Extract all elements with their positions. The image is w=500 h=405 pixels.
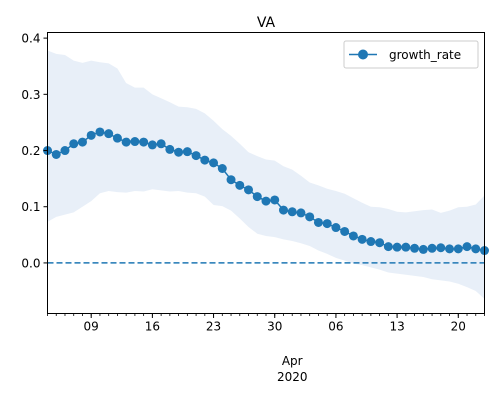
data-point-2020-04-16 (418, 244, 428, 254)
data-point-2020-04-17 (427, 243, 437, 253)
data-point-2020-03-18 (165, 144, 175, 154)
confidence-band (47, 50, 485, 299)
data-point-2020-04-09 (357, 234, 367, 244)
data-point-2020-04-04 (313, 217, 323, 227)
data-point-2020-03-05 (51, 149, 61, 159)
data-point-2020-03-08 (77, 137, 87, 147)
data-point-2020-04-15 (410, 243, 420, 253)
data-point-2020-03-22 (200, 155, 210, 165)
data-point-2020-04-12 (383, 242, 393, 252)
data-point-2020-03-21 (191, 151, 201, 161)
data-point-2020-03-14 (130, 137, 140, 147)
data-point-2020-04-13 (392, 242, 402, 252)
data-point-2020-03-13 (121, 137, 131, 147)
data-point-2020-03-23 (209, 158, 219, 168)
data-point-2020-04-22 (471, 244, 481, 254)
data-point-2020-03-15 (139, 137, 149, 147)
x-tick-label: 06 (328, 320, 343, 334)
data-point-2020-03-24 (217, 164, 227, 173)
data-point-2020-03-16 (147, 140, 157, 150)
data-point-2020-03-27 (244, 185, 254, 195)
data-point-2020-04-11 (375, 238, 385, 248)
data-point-2020-03-26 (235, 180, 245, 190)
data-point-2020-03-30 (270, 195, 280, 205)
legend-label-growth-rate: growth_rate (389, 48, 461, 62)
chart-title: VA (257, 15, 276, 31)
axes: 0.0 0.1 0.2 0.3 0.4 09 16 23 30 06 13 20 Apr 2020 (21, 32, 485, 384)
data-point-2020-03-29 (261, 196, 271, 206)
data-point-2020-04-21 (462, 242, 472, 252)
data-point-2020-03-25 (226, 175, 236, 185)
data-point-2020-03-20 (182, 147, 192, 157)
data-point-2020-04-20 (453, 244, 463, 254)
legend-box (343, 40, 479, 69)
x-year-label: 2020 (277, 370, 308, 384)
data-point-2020-04-18 (436, 243, 446, 253)
data-point-2020-03-12 (112, 133, 122, 143)
data-point-2020-03-10 (95, 127, 105, 137)
data-point-2020-04-08 (348, 231, 358, 241)
data-point-2020-04-14 (401, 242, 411, 252)
data-point-2020-04-03 (305, 212, 315, 222)
y-tick-label: 0.2 (21, 144, 40, 158)
x-tick-label: 09 (84, 320, 99, 334)
data-point-2020-03-06 (60, 146, 70, 156)
data-point-2020-03-11 (104, 129, 114, 139)
y-tick-label: 0.4 (21, 32, 40, 46)
x-tick-label: 30 (267, 320, 282, 334)
legend-circle-marker (358, 49, 368, 60)
data-point-2020-03-19 (174, 147, 184, 157)
x-tick-label: 13 (389, 320, 404, 334)
data-point-2020-03-17 (156, 139, 166, 149)
data-point-2020-03-31 (278, 205, 288, 215)
x-tick-label: 20 (451, 320, 466, 334)
data-point-2020-04-19 (445, 244, 455, 254)
y-tick-label: 0.1 (21, 200, 40, 214)
data-point-2020-04-07 (340, 226, 350, 236)
data-point-2020-04-02 (296, 208, 306, 218)
data-point-2020-04-01 (287, 207, 297, 217)
data-point-2020-03-07 (69, 139, 79, 149)
x-tick-label: 23 (206, 320, 221, 334)
legend: growth_rate (343, 40, 479, 69)
data-point-2020-04-05 (322, 219, 332, 229)
data-point-2020-04-06 (331, 223, 341, 233)
data-point-2020-04-10 (366, 237, 376, 247)
data-point-2020-03-28 (252, 192, 262, 202)
x-tick-label: 16 (145, 320, 160, 334)
y-tick-label: 0.0 (21, 256, 40, 270)
plot-area (43, 50, 489, 299)
y-tick-label: 0.3 (21, 88, 40, 102)
data-point-2020-03-09 (86, 130, 96, 140)
x-month-label: Apr (282, 354, 303, 368)
